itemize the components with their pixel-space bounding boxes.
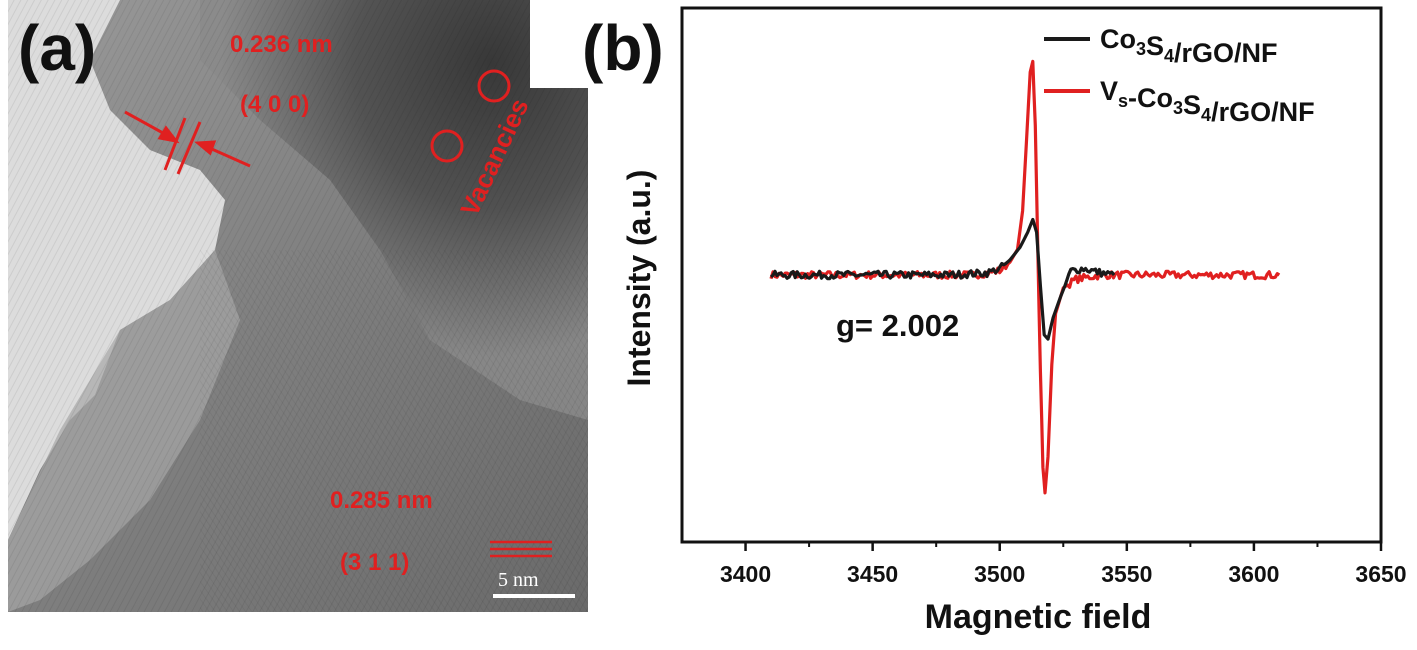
x-tick-label: 3500	[974, 561, 1025, 587]
spacing-label-top: 0.236 nm	[230, 31, 333, 58]
panel-label-b: (b)	[582, 12, 664, 84]
series-line-vs-co3s4	[769, 59, 1281, 495]
epr-chart: 3400 3450 3500 3550 3600 3650 Magnetic field …	[621, 6, 1407, 636]
series-line-co3s4	[770, 217, 1116, 341]
scale-bar-label: 5 nm	[498, 569, 539, 591]
panel-a: 0.236 nm (4 0 0) Vacancies 0.285 nm (3 1…	[0, 0, 600, 645]
x-tick-label: 3650	[1355, 561, 1406, 587]
panel-b: (b) 3400 3450 3500 3550 3600 3650 Magnetic fi…	[582, 0, 1417, 645]
y-axis-label: Intensity (a.u.)	[621, 170, 657, 387]
x-tick-label: 3450	[847, 561, 898, 587]
x-tick-label: 3600	[1228, 561, 1279, 587]
lattice-marker-top	[124, 110, 251, 175]
x-tick-label: 3400	[720, 561, 771, 587]
legend: Co3S4/rGO/NF Vs-Co3S4/rGO/NF	[1044, 24, 1315, 127]
vacancy-markers	[430, 69, 511, 163]
legend-entry-label: Co3S4/rGO/NF	[1100, 24, 1278, 68]
lattice-marker-bottom	[490, 540, 552, 558]
g-value-annotation: g= 2.002	[836, 308, 959, 343]
plot-frame	[680, 6, 1383, 544]
tem-image: 0.236 nm (4 0 0) Vacancies 0.285 nm (3 1…	[0, 0, 600, 645]
panel-label-a: (a)	[18, 12, 97, 84]
spacing-label-bottom: 0.285 nm	[330, 487, 433, 514]
x-axis-label: Magnetic field	[925, 598, 1152, 636]
plane-label-bottom: (3 1 1)	[340, 549, 409, 576]
plane-label-top: (4 0 0)	[240, 91, 309, 118]
x-tick-label: 3550	[1101, 561, 1152, 587]
legend-entry-label: Vs-Co3S4/rGO/NF	[1100, 76, 1315, 127]
